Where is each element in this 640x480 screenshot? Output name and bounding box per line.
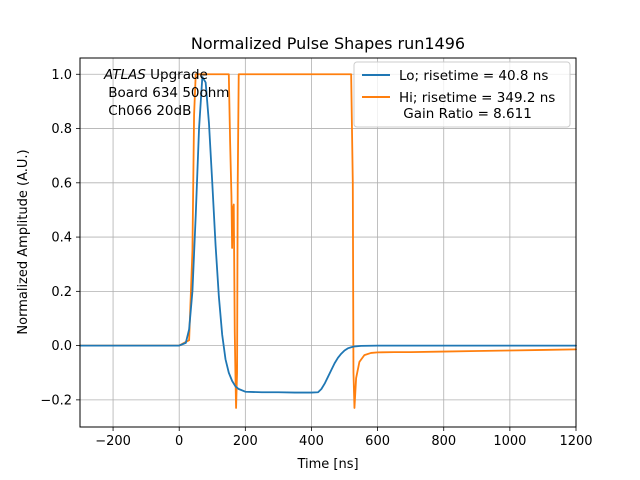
y-tick-label: −0.2 bbox=[40, 393, 72, 408]
x-tick-label: 200 bbox=[233, 434, 258, 449]
legend-label-lo: Lo; risetime = 40.8 ns bbox=[399, 68, 548, 84]
y-axis-title: Normalized Amplitude (A.U.) bbox=[16, 149, 31, 334]
y-tick-label: 0.4 bbox=[51, 231, 72, 246]
legend-frame bbox=[353, 61, 571, 128]
x-tick-label: 1000 bbox=[493, 434, 526, 449]
x-tick-label: −200 bbox=[95, 434, 131, 449]
annotation-line-3: Ch066 20dB bbox=[104, 103, 191, 119]
y-tick-label: 0.6 bbox=[51, 176, 72, 191]
series-line-hi bbox=[79, 73, 577, 409]
y-tick-label: 1.0 bbox=[51, 68, 72, 83]
x-axis-title: Time [ns] bbox=[296, 457, 358, 472]
series-lines bbox=[79, 73, 577, 409]
axis-ticks: −200 0 200 400 600 800 1000 1200 −0.2 0.0 0.2 0.4 0.… bbox=[40, 68, 592, 449]
y-tick-label: 0.0 bbox=[51, 339, 72, 354]
y-tick-label: 0.2 bbox=[51, 285, 72, 300]
x-tick-label: 600 bbox=[365, 434, 390, 449]
annotation-upgrade: Upgrade bbox=[146, 67, 208, 83]
annotation-atlas: ATLAS bbox=[103, 67, 146, 83]
legend-label-hi: Hi; risetime = 349.2 ns bbox=[399, 90, 555, 106]
axes-frame bbox=[79, 57, 577, 428]
series-line-lo bbox=[79, 76, 577, 394]
x-tick-label: 800 bbox=[431, 434, 456, 449]
x-tick-label: 0 bbox=[175, 434, 183, 449]
x-tick-label: 1200 bbox=[559, 434, 592, 449]
legend: Lo; risetime = 40.8 ns Hi; risetime = 34… bbox=[353, 61, 571, 128]
annotation-line-2: Board 634 50ohm bbox=[104, 85, 229, 101]
legend-label-hi-gain: Gain Ratio = 8.611 bbox=[399, 106, 532, 122]
annotation-box: ATLAS Upgrade Board 634 50ohm Ch066 20dB bbox=[103, 67, 229, 119]
y-tick-label: 0.8 bbox=[51, 122, 72, 137]
x-tick-label: 400 bbox=[299, 434, 324, 449]
annotation-line-1: ATLAS Upgrade bbox=[103, 67, 208, 83]
chart-title: Normalized Pulse Shapes run1496 bbox=[191, 34, 465, 53]
